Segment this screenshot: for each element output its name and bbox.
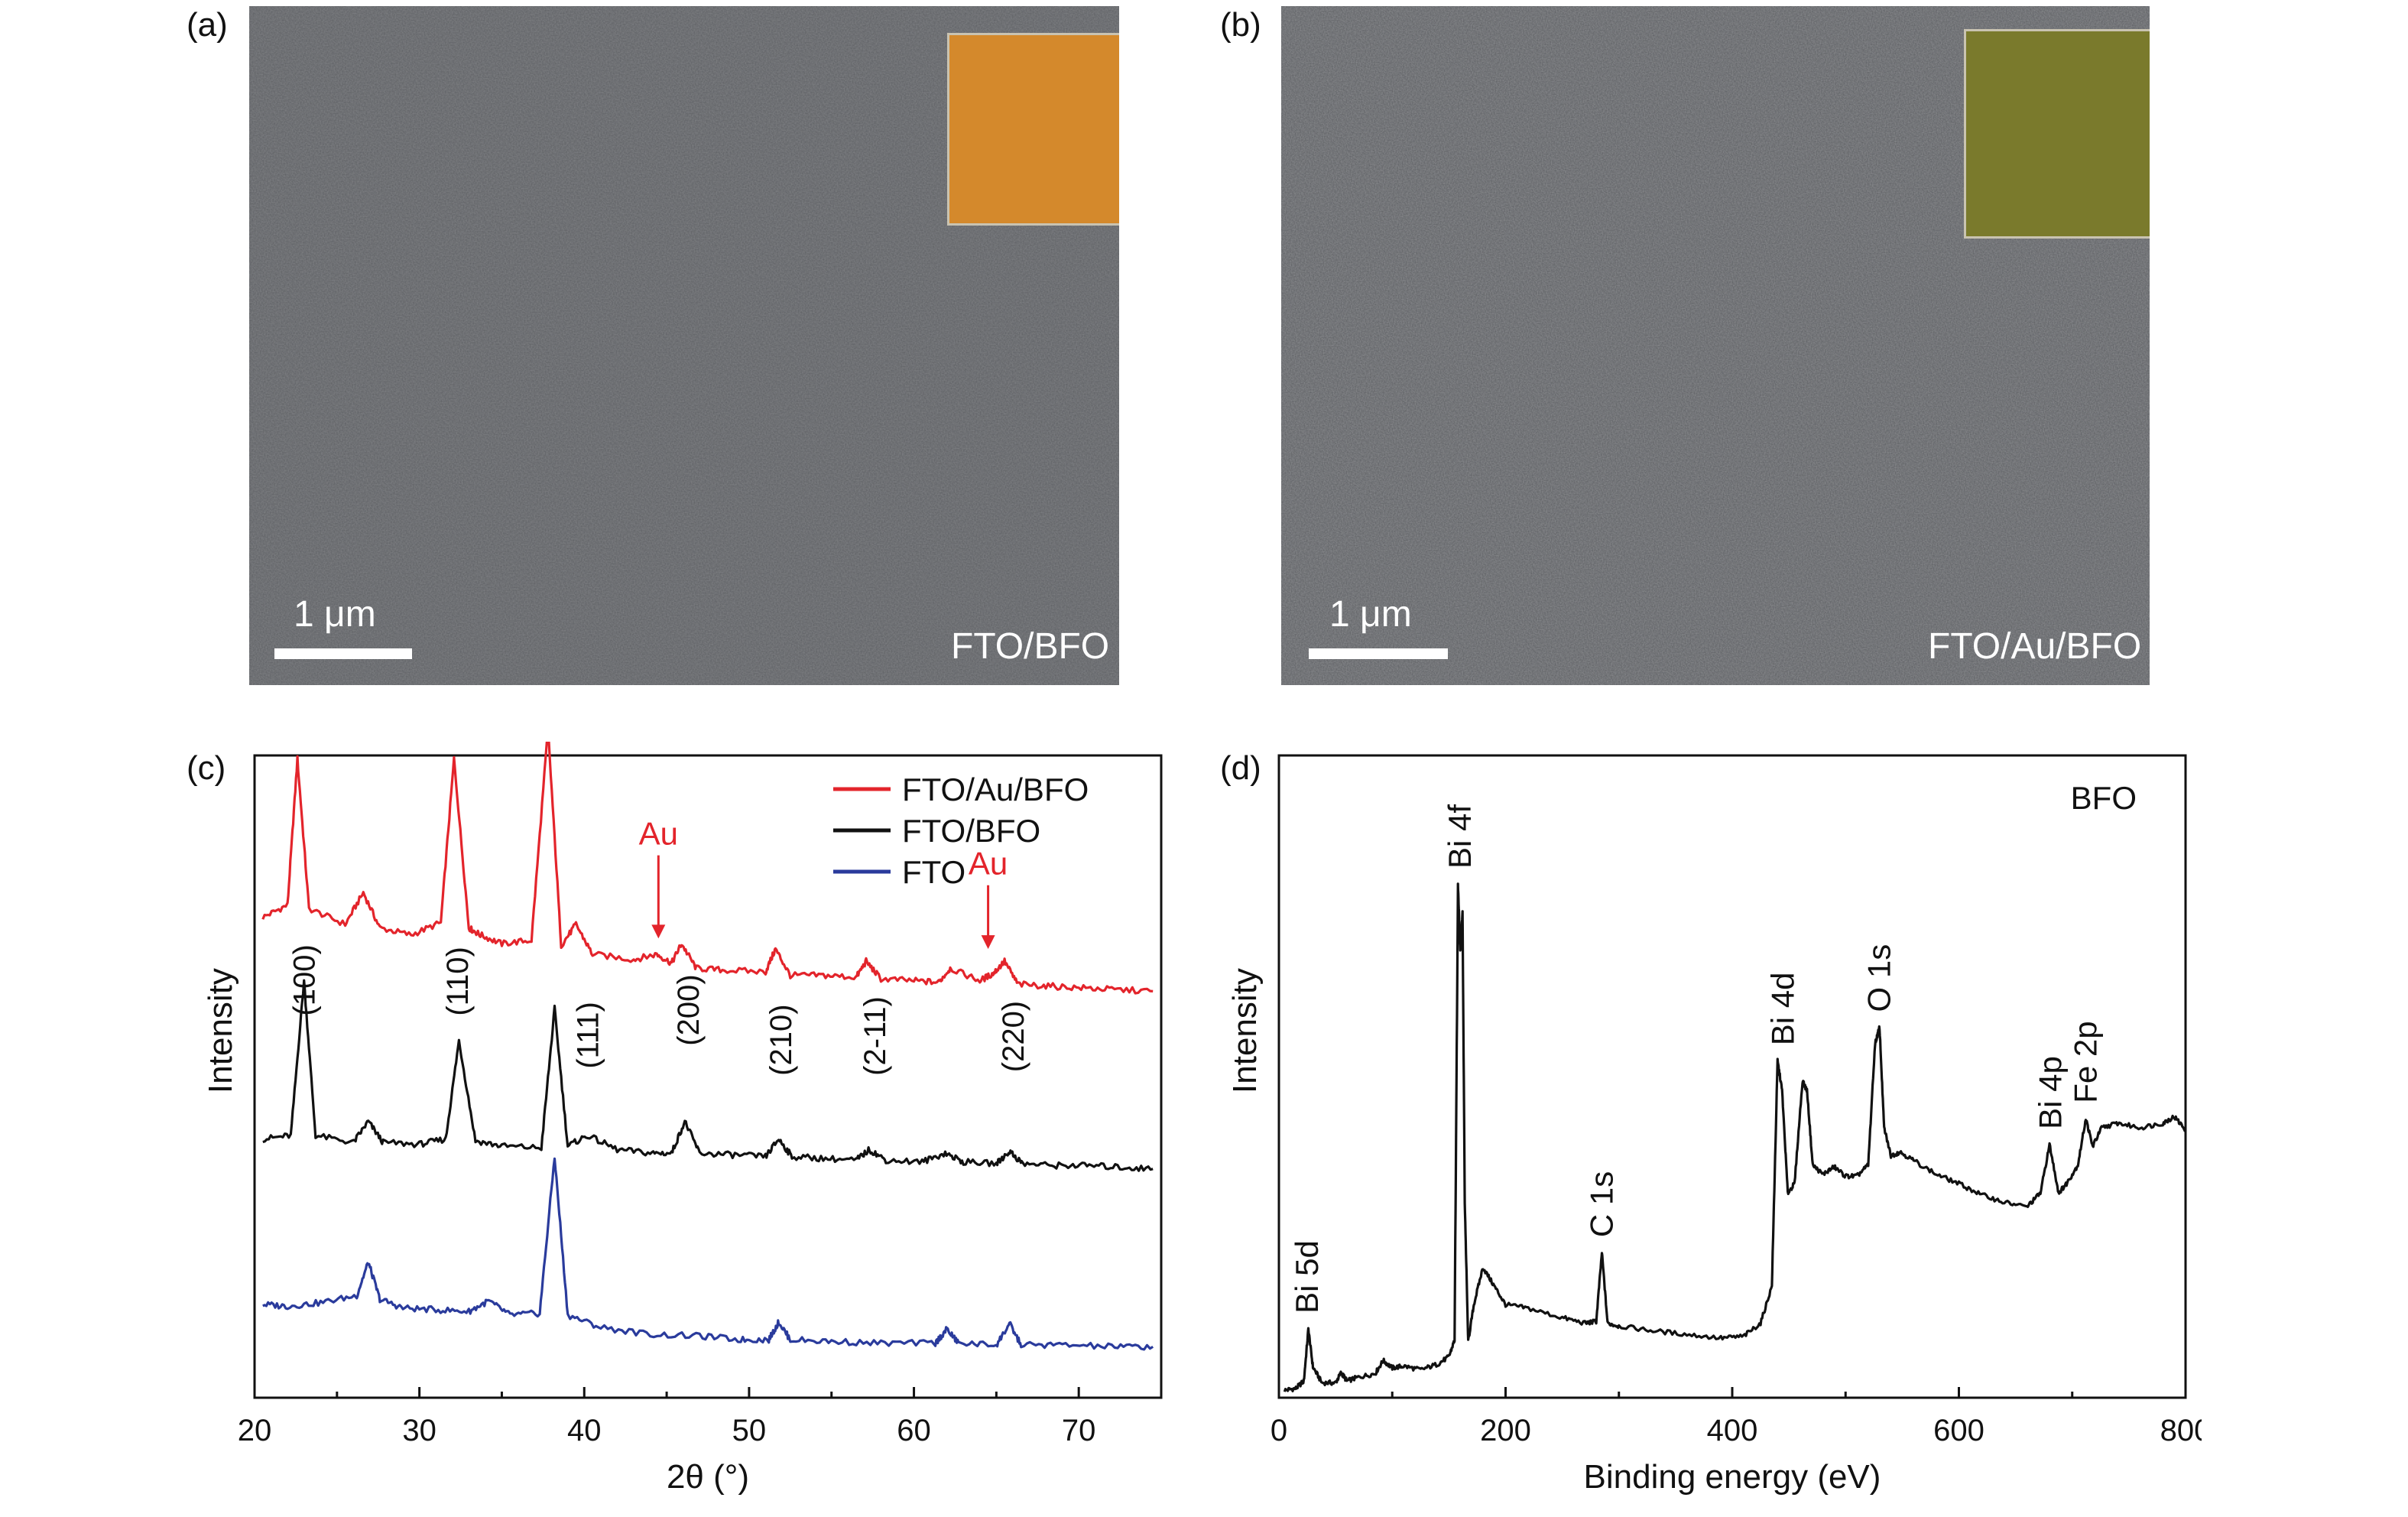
x-tick-label: 0 — [1271, 1414, 1287, 1447]
panel-label-a: (a) — [187, 6, 228, 44]
sample-label-b: FTO/Au/BFO — [1928, 626, 2142, 667]
peak-label: Bi 4p — [2033, 1056, 2069, 1129]
x-tick-label: 20 — [238, 1414, 272, 1447]
peak-label: Fe 2p — [2068, 1021, 2104, 1103]
series-line-fto-bfo — [262, 979, 1154, 1172]
scale-bar-a — [274, 648, 412, 659]
x-axis-label: Binding energy (eV) — [1584, 1458, 1881, 1496]
legend-label-2: FTO — [902, 854, 965, 890]
sem-image-b: 1 μm FTO/Au/BFO — [1281, 6, 2150, 685]
scale-bar-b — [1309, 648, 1448, 659]
x-tick-label: 600 — [1933, 1414, 1984, 1447]
xrd-chart: 20 30 40 50 60 70 2θ (°) Intensity FTO/Au/BFO FTO… — [202, 742, 1163, 1496]
peak-label: (111) — [572, 1002, 605, 1068]
series-line-spectrum — [1283, 882, 2187, 1393]
au-arrow-head — [651, 924, 666, 939]
panel-label-d: (d) — [1220, 749, 1261, 787]
peak-label: (220) — [997, 1001, 1030, 1072]
x-tick-label: 50 — [732, 1414, 767, 1447]
peak-label: Bi 5d — [1289, 1240, 1325, 1314]
x-tick-label: 400 — [1707, 1414, 1758, 1447]
photo-inset-b — [1964, 29, 2150, 239]
x-tick-label: 30 — [402, 1414, 436, 1447]
peak-label: Bi 4f — [1442, 804, 1478, 869]
peak-label: (200) — [672, 974, 706, 1045]
xps-chart: 0 200 400 600 800 Binding energy (eV) Intensit… — [1226, 754, 2202, 1496]
peak-label: C 1s — [1584, 1171, 1620, 1237]
au-annotation: Au — [969, 846, 1008, 882]
x-tick-label: 800 — [2160, 1414, 2202, 1447]
au-annotation: Au — [639, 816, 678, 852]
peak-label: (210) — [764, 1004, 798, 1075]
photo-inset-a — [947, 33, 1119, 226]
peak-label: O 1s — [1861, 944, 1897, 1012]
series-line-fto — [262, 1157, 1154, 1351]
panel-label-c: (c) — [187, 749, 226, 787]
scale-label-a: 1 μm — [294, 594, 376, 635]
au-arrow-head — [981, 935, 995, 950]
x-tick-label: 60 — [897, 1414, 931, 1447]
x-axis-label: 2θ (°) — [667, 1458, 749, 1496]
legend-label-1: FTO/BFO — [902, 813, 1040, 849]
peak-label: (110) — [441, 947, 475, 1015]
x-tick-label: 40 — [567, 1414, 602, 1447]
sample-label-a: FTO/BFO — [951, 626, 1110, 667]
y-axis-label: Intensity — [1226, 968, 1264, 1093]
scale-label-b: 1 μm — [1329, 594, 1412, 635]
sem-image-a: 1 μm FTO/BFO — [249, 6, 1119, 685]
chart-title: BFO — [2071, 780, 2137, 816]
series-line-fto-au-bfo — [261, 742, 1154, 995]
peak-label: Bi 4d — [1765, 973, 1801, 1046]
peak-label: (100) — [288, 944, 322, 1015]
peak-label: (2-11) — [858, 996, 892, 1076]
x-tick-label: 200 — [1480, 1414, 1531, 1447]
legend-label-0: FTO/Au/BFO — [902, 771, 1089, 807]
y-axis-label: Intensity — [202, 968, 239, 1093]
panel-label-b: (b) — [1220, 6, 1261, 44]
x-tick-label: 70 — [1062, 1414, 1096, 1447]
plot-frame — [253, 754, 1163, 1399]
